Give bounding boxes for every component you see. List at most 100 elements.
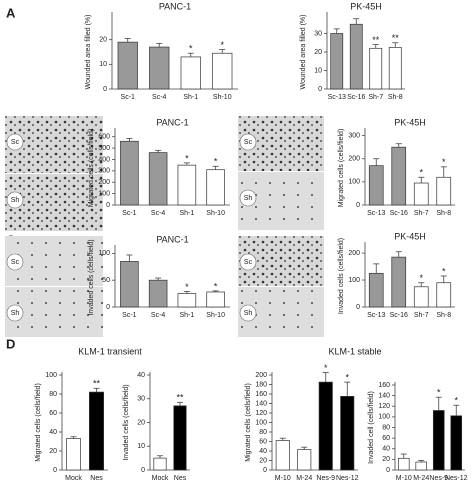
y-tick-label: 180 <box>255 381 267 388</box>
y-tick-label: 140 <box>255 400 267 407</box>
significance: * <box>185 153 189 163</box>
x-tick-label: Sc-4 <box>152 94 167 101</box>
y-tick-label: 100 <box>255 419 267 426</box>
bar <box>436 282 452 308</box>
y-tick-label: 300 <box>98 168 110 175</box>
y-tick-label: 80 <box>259 429 267 436</box>
significance: * <box>442 157 446 167</box>
y-tick-label: 20 <box>314 49 322 56</box>
y-tick-label: 100 <box>348 277 360 284</box>
bar <box>148 152 168 206</box>
x-tick-label: Sh-1 <box>179 312 194 319</box>
y-tick-label: 20 <box>137 419 145 426</box>
x-tick-label: Mock <box>152 475 169 482</box>
x-tick-label: Sc-4 <box>151 312 166 319</box>
bar <box>180 56 201 90</box>
y-tick-label: 0 <box>318 86 322 93</box>
x-tick-label: Sh-7 <box>414 210 429 217</box>
label-badge <box>239 189 257 207</box>
x-tick-label: Nes-9 <box>429 475 448 482</box>
x-tick-label: Nes-9 <box>316 475 335 482</box>
bar <box>148 279 168 308</box>
x-tick-label: Sh-10 <box>213 94 232 101</box>
label-badge <box>239 253 257 271</box>
x-tick-label: Sc-13 <box>367 312 385 319</box>
bar <box>212 52 233 90</box>
y-tick-label: 40 <box>382 446 390 453</box>
bar <box>413 286 429 308</box>
bar <box>206 291 225 308</box>
chart-title: PANC-1 <box>156 234 188 244</box>
significance: * <box>214 281 218 291</box>
bar <box>450 415 463 471</box>
label-badge <box>6 304 24 322</box>
y-axis-label: Wounded area filled (%) <box>300 15 307 90</box>
significance: * <box>437 388 441 398</box>
chart-title: PK-45H <box>394 117 426 127</box>
chart-title: PK-45H <box>394 231 426 241</box>
y-tick-label: 200 <box>348 250 360 257</box>
y-tick-label: 60 <box>49 410 57 417</box>
y-tick-label: 0 <box>53 467 57 474</box>
y-tick-label: 500 <box>98 145 110 152</box>
bar <box>117 41 138 90</box>
group-title: KLM-1 stable <box>328 346 381 356</box>
significance: ** <box>176 393 184 403</box>
label-badge <box>6 133 24 151</box>
y-tick-label: 0 <box>106 304 110 311</box>
x-tick-label: Sh-10 <box>206 210 225 217</box>
label-badge <box>6 191 24 209</box>
y-tick-label: 10 <box>137 443 145 450</box>
y-tick-label: 50 <box>102 277 110 284</box>
chart-title: PANC-1 <box>156 117 188 127</box>
y-tick-label: 60 <box>382 435 390 442</box>
y-tick-label: 10 <box>314 67 322 74</box>
y-tick-label: 100 <box>45 372 57 379</box>
significance: * <box>324 363 328 373</box>
x-tick-label: Sh-8 <box>436 312 451 319</box>
bar <box>66 438 81 471</box>
bar <box>173 405 187 471</box>
significance: ** <box>93 379 101 389</box>
x-tick-label: Sc-4 <box>151 210 166 217</box>
bar <box>432 410 445 471</box>
x-tick-label: M-24 <box>413 475 429 482</box>
y-tick-label: 40 <box>259 448 267 455</box>
bar <box>120 140 139 206</box>
bar <box>89 391 104 471</box>
significance: * <box>189 44 193 54</box>
y-tick-label: 120 <box>255 410 267 417</box>
significance: ** <box>372 35 380 45</box>
panel-label: D <box>6 336 15 351</box>
bar <box>340 396 355 471</box>
y-axis-label: Invaded cells (cells/field) <box>123 384 130 460</box>
y-tick-label: 30 <box>314 30 322 37</box>
bar <box>349 23 363 90</box>
y-tick-label: 600 <box>98 134 110 141</box>
significance: * <box>214 157 218 167</box>
y-tick-label: 10 <box>99 61 107 68</box>
bar <box>149 46 170 90</box>
x-tick-label: M-10 <box>275 475 291 482</box>
bar <box>177 293 197 308</box>
bar <box>391 256 407 308</box>
x-tick-label: Sc-16 <box>390 312 408 319</box>
bar <box>436 176 452 206</box>
x-tick-label: Sh-7 <box>368 94 383 101</box>
x-tick-label: Sc-1 <box>121 94 136 101</box>
y-tick-label: 100 <box>378 414 390 421</box>
significance: * <box>185 282 189 292</box>
y-tick-label: 100 <box>98 250 110 257</box>
bar <box>368 272 384 308</box>
x-tick-label: Nes <box>174 475 187 482</box>
label-badge <box>239 304 257 322</box>
x-tick-label: Nes-12 <box>336 475 359 482</box>
y-tick-label: 20 <box>49 448 57 455</box>
y-tick-label: 140 <box>378 392 390 399</box>
label-badge <box>239 133 257 151</box>
significance: ** <box>392 33 400 43</box>
y-tick-label: 80 <box>382 424 390 431</box>
x-tick-label: Sc-16 <box>390 210 408 217</box>
y-tick-label: 200 <box>255 372 267 379</box>
x-tick-label: Sc-13 <box>367 210 385 217</box>
